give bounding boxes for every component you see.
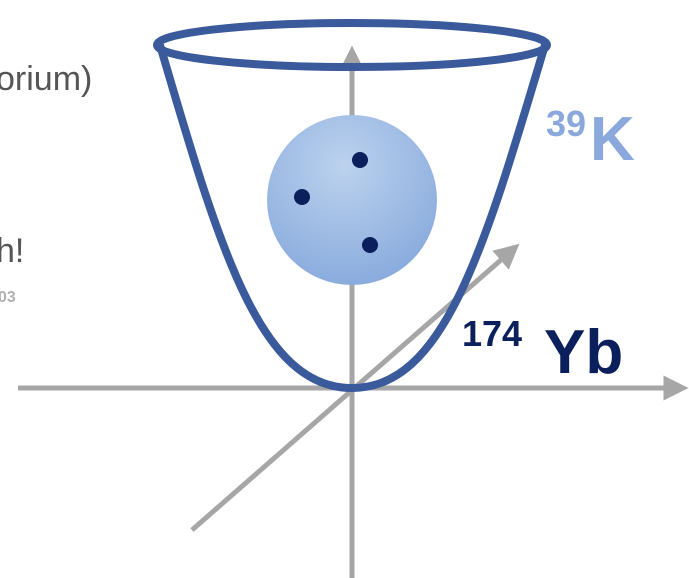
- mass-number: 39: [546, 103, 586, 144]
- mass-number: 174: [462, 313, 522, 354]
- note: 03: [0, 289, 16, 306]
- trap-rim: [153, 19, 551, 71]
- text-line: h!: [0, 232, 24, 270]
- atom-cloud: [267, 115, 437, 285]
- atom: [352, 152, 368, 168]
- atom: [294, 189, 310, 205]
- element-symbol: Yb: [544, 318, 623, 387]
- atom: [362, 237, 378, 253]
- element-symbol: K: [590, 105, 635, 174]
- trap-potential: [156, 43, 549, 393]
- text-line: orium): [0, 60, 92, 98]
